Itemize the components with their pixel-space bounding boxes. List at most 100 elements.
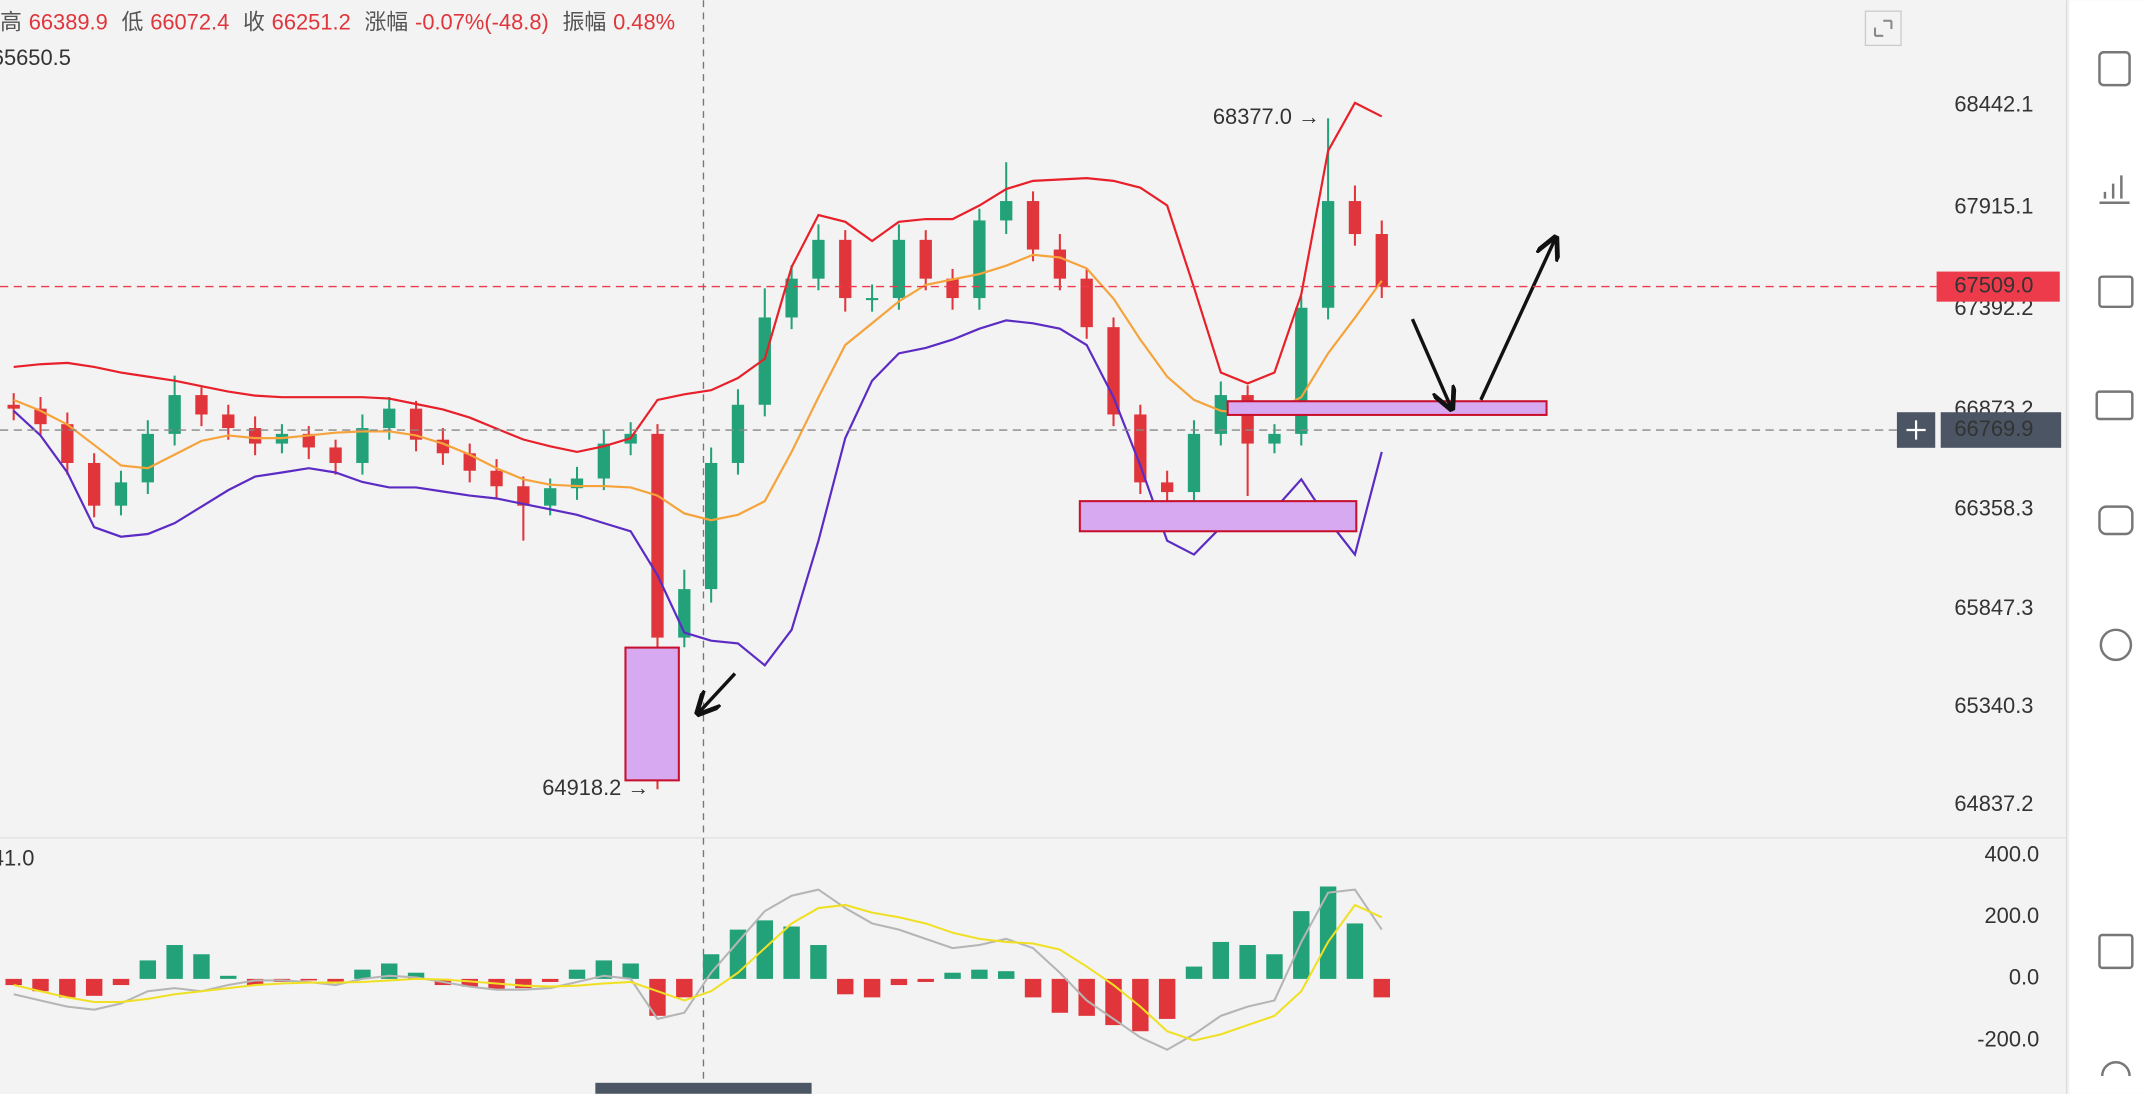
macd-value: 41.0 [0,846,34,871]
candle-body [114,482,128,506]
expand-button[interactable] [1864,10,1902,47]
candle-body [88,462,101,506]
macd-bar [810,945,827,979]
annotation: 68377.0 → [1213,104,1320,129]
macd-tick-label: 0.0 [2009,965,2039,990]
y-tick-label: 68442.1 [1954,91,2033,116]
icon[interactable] [2098,51,2131,87]
macd-tick-label: -200.0 [1977,1026,2039,1051]
arrow [1410,318,1450,407]
candle-body [1161,482,1174,493]
candle-body [1348,201,1362,235]
candle-body [1214,395,1227,434]
zone-box [1226,400,1548,416]
candle-body [1134,414,1147,483]
macd-bar [1105,978,1122,1026]
candle-body [490,470,503,487]
candle-body [919,239,932,279]
info-label: 涨幅 [364,9,408,34]
macd-bar [85,978,103,996]
candle-body [356,428,369,463]
macd-bar [917,978,934,982]
macd-bar [461,978,478,987]
sidebar [2069,0,2146,1094]
info-value: 66251.2 [272,9,351,34]
scrollbar[interactable] [595,1082,812,1094]
candle-body [1053,249,1067,279]
icon[interactable] [2100,1061,2131,1077]
candle-body [704,462,718,590]
zone-box [1078,500,1358,533]
macd-bar [1212,941,1230,979]
macd-bar [1373,978,1390,998]
y-tick-label: 67915.1 [1954,194,2033,219]
info-label: 收 [243,9,265,34]
candle-body [1026,201,1040,250]
macd-tick-label: 200.0 [1984,903,2039,928]
candle-body [839,239,852,299]
info-label: 振幅 [562,9,606,34]
macd-bar [32,978,49,992]
icon[interactable] [2098,933,2134,970]
macd-bar [407,972,425,979]
macd-bar [1266,954,1283,979]
macd-line [13,903,1383,1042]
icon[interactable] [2099,175,2130,205]
candle-body [222,414,235,429]
macd-bar [1185,966,1203,979]
candle-body [1187,433,1201,493]
macd-bar [515,978,532,989]
expand-icon [1873,19,1893,37]
icon[interactable] [2098,275,2134,309]
y-tick-label: 66358.3 [1954,496,2033,521]
icon[interactable] [2098,505,2134,536]
macd-bar [1319,886,1337,979]
macd-bar [595,960,613,979]
macd-bar [890,978,908,986]
macd-bar [756,920,773,979]
macd-bar [541,978,559,982]
candle-body [597,443,610,479]
macd-bar [944,972,961,979]
last-price-label: 67509.0 [1954,272,2033,297]
candle-body [302,433,315,448]
candle-body [1268,433,1281,444]
macd-bar [676,978,693,998]
candle-body [785,278,798,318]
candle-body [758,317,771,405]
arrow [1479,240,1555,401]
info-label: 高 [0,9,22,34]
macd-tick-label: 400.0 [1984,841,2039,866]
macd-bar [997,971,1015,979]
candle-body [7,404,20,409]
crosshair-price-label: 66769.9 [1954,416,2033,441]
last-price-box [1936,271,2060,302]
candle-body [946,278,959,299]
arrow [699,672,737,712]
drawings [624,400,1548,782]
macd-bar [1024,978,1042,998]
info-value: 0.48% [613,9,675,34]
macd-bar [354,969,371,979]
icon[interactable] [2095,390,2134,421]
macd-bar [863,978,881,998]
candle-body [973,220,986,299]
candle-body [731,404,745,463]
macd-bar [1078,978,1095,1016]
macd-bar [1051,978,1069,1013]
candle-body [383,408,396,429]
macd-bar [702,954,720,979]
candle-body [1375,234,1388,287]
icon[interactable] [2099,628,2133,662]
candle-body [865,298,879,301]
candle-body [544,488,557,506]
candle-body [1321,201,1335,308]
macd-bar [300,978,317,981]
candle-body [329,447,342,463]
macd-bar [112,978,130,986]
macd-bar [729,929,747,979]
macd-bar [246,978,264,986]
candle-body [812,239,825,279]
band-line [13,101,1383,454]
